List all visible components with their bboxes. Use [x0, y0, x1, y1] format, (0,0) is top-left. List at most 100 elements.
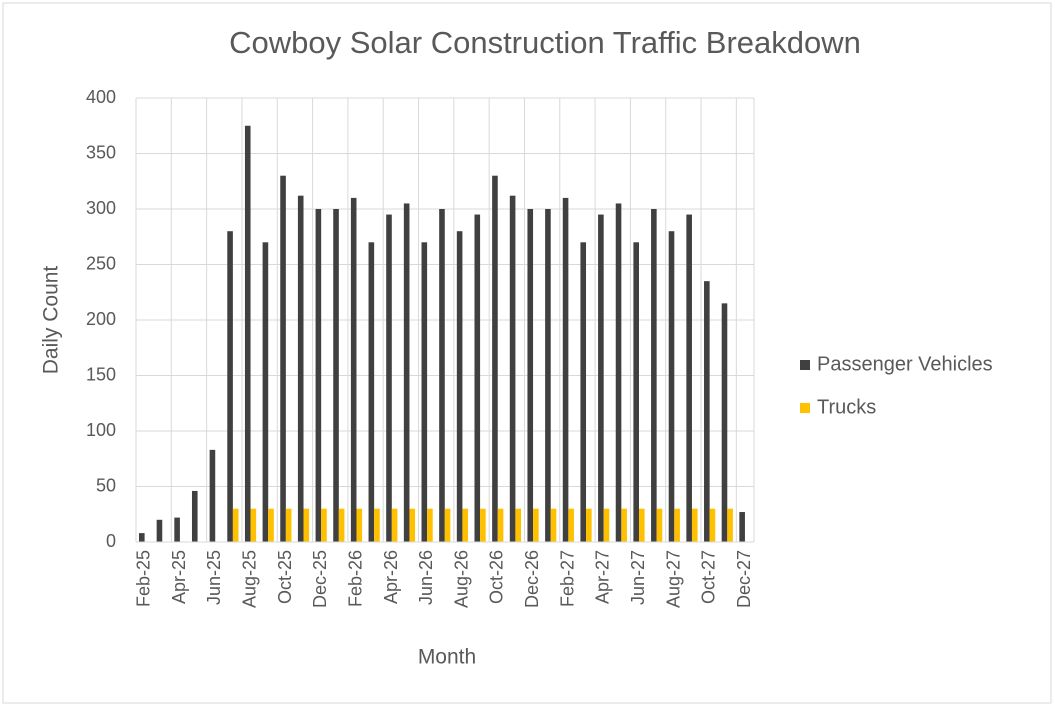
- x-tick-label: Aug-27: [663, 550, 683, 608]
- bar: [615, 203, 622, 542]
- x-tick-label: Aug-26: [451, 550, 471, 608]
- bar: [621, 508, 627, 542]
- bar: [250, 508, 257, 542]
- bar: [333, 209, 339, 542]
- bar: [686, 214, 692, 543]
- bar: [739, 512, 745, 542]
- bar: [603, 508, 610, 542]
- bar: [509, 195, 516, 542]
- bar: [280, 175, 286, 542]
- bar: [480, 508, 486, 542]
- bar: [586, 508, 592, 542]
- bar: [562, 197, 569, 542]
- bar: [421, 242, 428, 543]
- x-tick-label: Oct-25: [275, 550, 295, 604]
- bar: [262, 242, 269, 543]
- bar: [721, 303, 728, 542]
- bar: [427, 508, 433, 542]
- bar: [391, 508, 398, 542]
- bar: [462, 508, 469, 542]
- x-tick-label: Feb-27: [557, 550, 577, 607]
- bar: [598, 214, 604, 543]
- bar: [174, 517, 180, 542]
- y-tick-label: 50: [96, 475, 116, 495]
- x-tick-label: Dec-25: [310, 550, 330, 608]
- bar: [303, 508, 310, 542]
- bar: [321, 508, 327, 542]
- bar: [368, 242, 375, 543]
- bar: [727, 508, 733, 542]
- y-tick-label: 150: [86, 364, 116, 384]
- y-tick-label: 250: [86, 253, 116, 273]
- bar: [403, 203, 410, 542]
- bar: [691, 508, 698, 542]
- bar: [209, 449, 216, 542]
- x-tick-label: Oct-27: [699, 550, 719, 604]
- x-tick-label: Dec-27: [734, 550, 754, 608]
- bar: [633, 242, 639, 543]
- bar: [139, 533, 145, 542]
- y-tick-label: 300: [86, 198, 116, 218]
- x-tick-label: Jun-26: [416, 550, 436, 605]
- bar: [515, 508, 521, 542]
- bar: [297, 195, 304, 542]
- bar: [704, 281, 710, 542]
- x-tick-label: Apr-27: [593, 550, 613, 604]
- bar: [550, 508, 557, 542]
- x-axis-label: Month: [418, 646, 476, 669]
- bar: [285, 508, 292, 542]
- bar: [386, 214, 392, 543]
- x-tick-label: Aug-25: [240, 550, 260, 608]
- y-tick-label: 350: [86, 142, 116, 162]
- bar: [409, 508, 416, 542]
- bar: [350, 197, 357, 542]
- bar: [456, 231, 463, 542]
- bar: [492, 175, 498, 542]
- bar: [639, 508, 645, 542]
- x-tick-label: Jun-27: [628, 550, 648, 605]
- x-tick-label: Feb-25: [134, 550, 154, 607]
- chart-title: Cowboy Solar Construction Traffic Breakd…: [229, 25, 861, 60]
- bar: [315, 209, 322, 542]
- bar: [227, 231, 233, 542]
- legend-swatch: [800, 403, 810, 413]
- bar: [709, 508, 716, 542]
- y-tick-label: 200: [86, 309, 116, 329]
- y-tick-label: 400: [86, 87, 116, 107]
- bar: [439, 209, 445, 542]
- bar: [244, 125, 251, 542]
- bar: [533, 508, 539, 542]
- bar: [474, 214, 481, 543]
- y-tick-label: 100: [86, 420, 116, 440]
- bar: [674, 508, 680, 542]
- bar: [268, 508, 274, 542]
- bar: [568, 508, 574, 542]
- bar: [374, 508, 380, 542]
- bar: [651, 209, 657, 542]
- x-tick-label: Apr-25: [169, 550, 189, 604]
- bar: [527, 209, 534, 542]
- bar: [232, 508, 239, 542]
- x-tick-label: Oct-26: [487, 550, 507, 604]
- legend-label: Passenger Vehicles: [817, 353, 993, 375]
- y-axis-label: Daily Count: [40, 266, 63, 375]
- bar: [356, 508, 363, 542]
- bar: [668, 231, 675, 542]
- bar: [338, 508, 345, 542]
- bar: [156, 519, 163, 542]
- bar: [497, 508, 504, 542]
- bar: [656, 508, 663, 542]
- x-tick-label: Jun-25: [204, 550, 224, 605]
- y-tick-label: 0: [106, 531, 116, 551]
- legend-swatch: [800, 360, 810, 370]
- x-tick-label: Feb-26: [345, 550, 365, 607]
- x-tick-label: Apr-26: [381, 550, 401, 604]
- x-tick-label: Dec-26: [522, 550, 542, 608]
- bar: [580, 242, 587, 543]
- bar: [191, 490, 198, 542]
- legend-label: Trucks: [817, 396, 876, 418]
- bar: [444, 508, 451, 542]
- bar: [545, 209, 551, 542]
